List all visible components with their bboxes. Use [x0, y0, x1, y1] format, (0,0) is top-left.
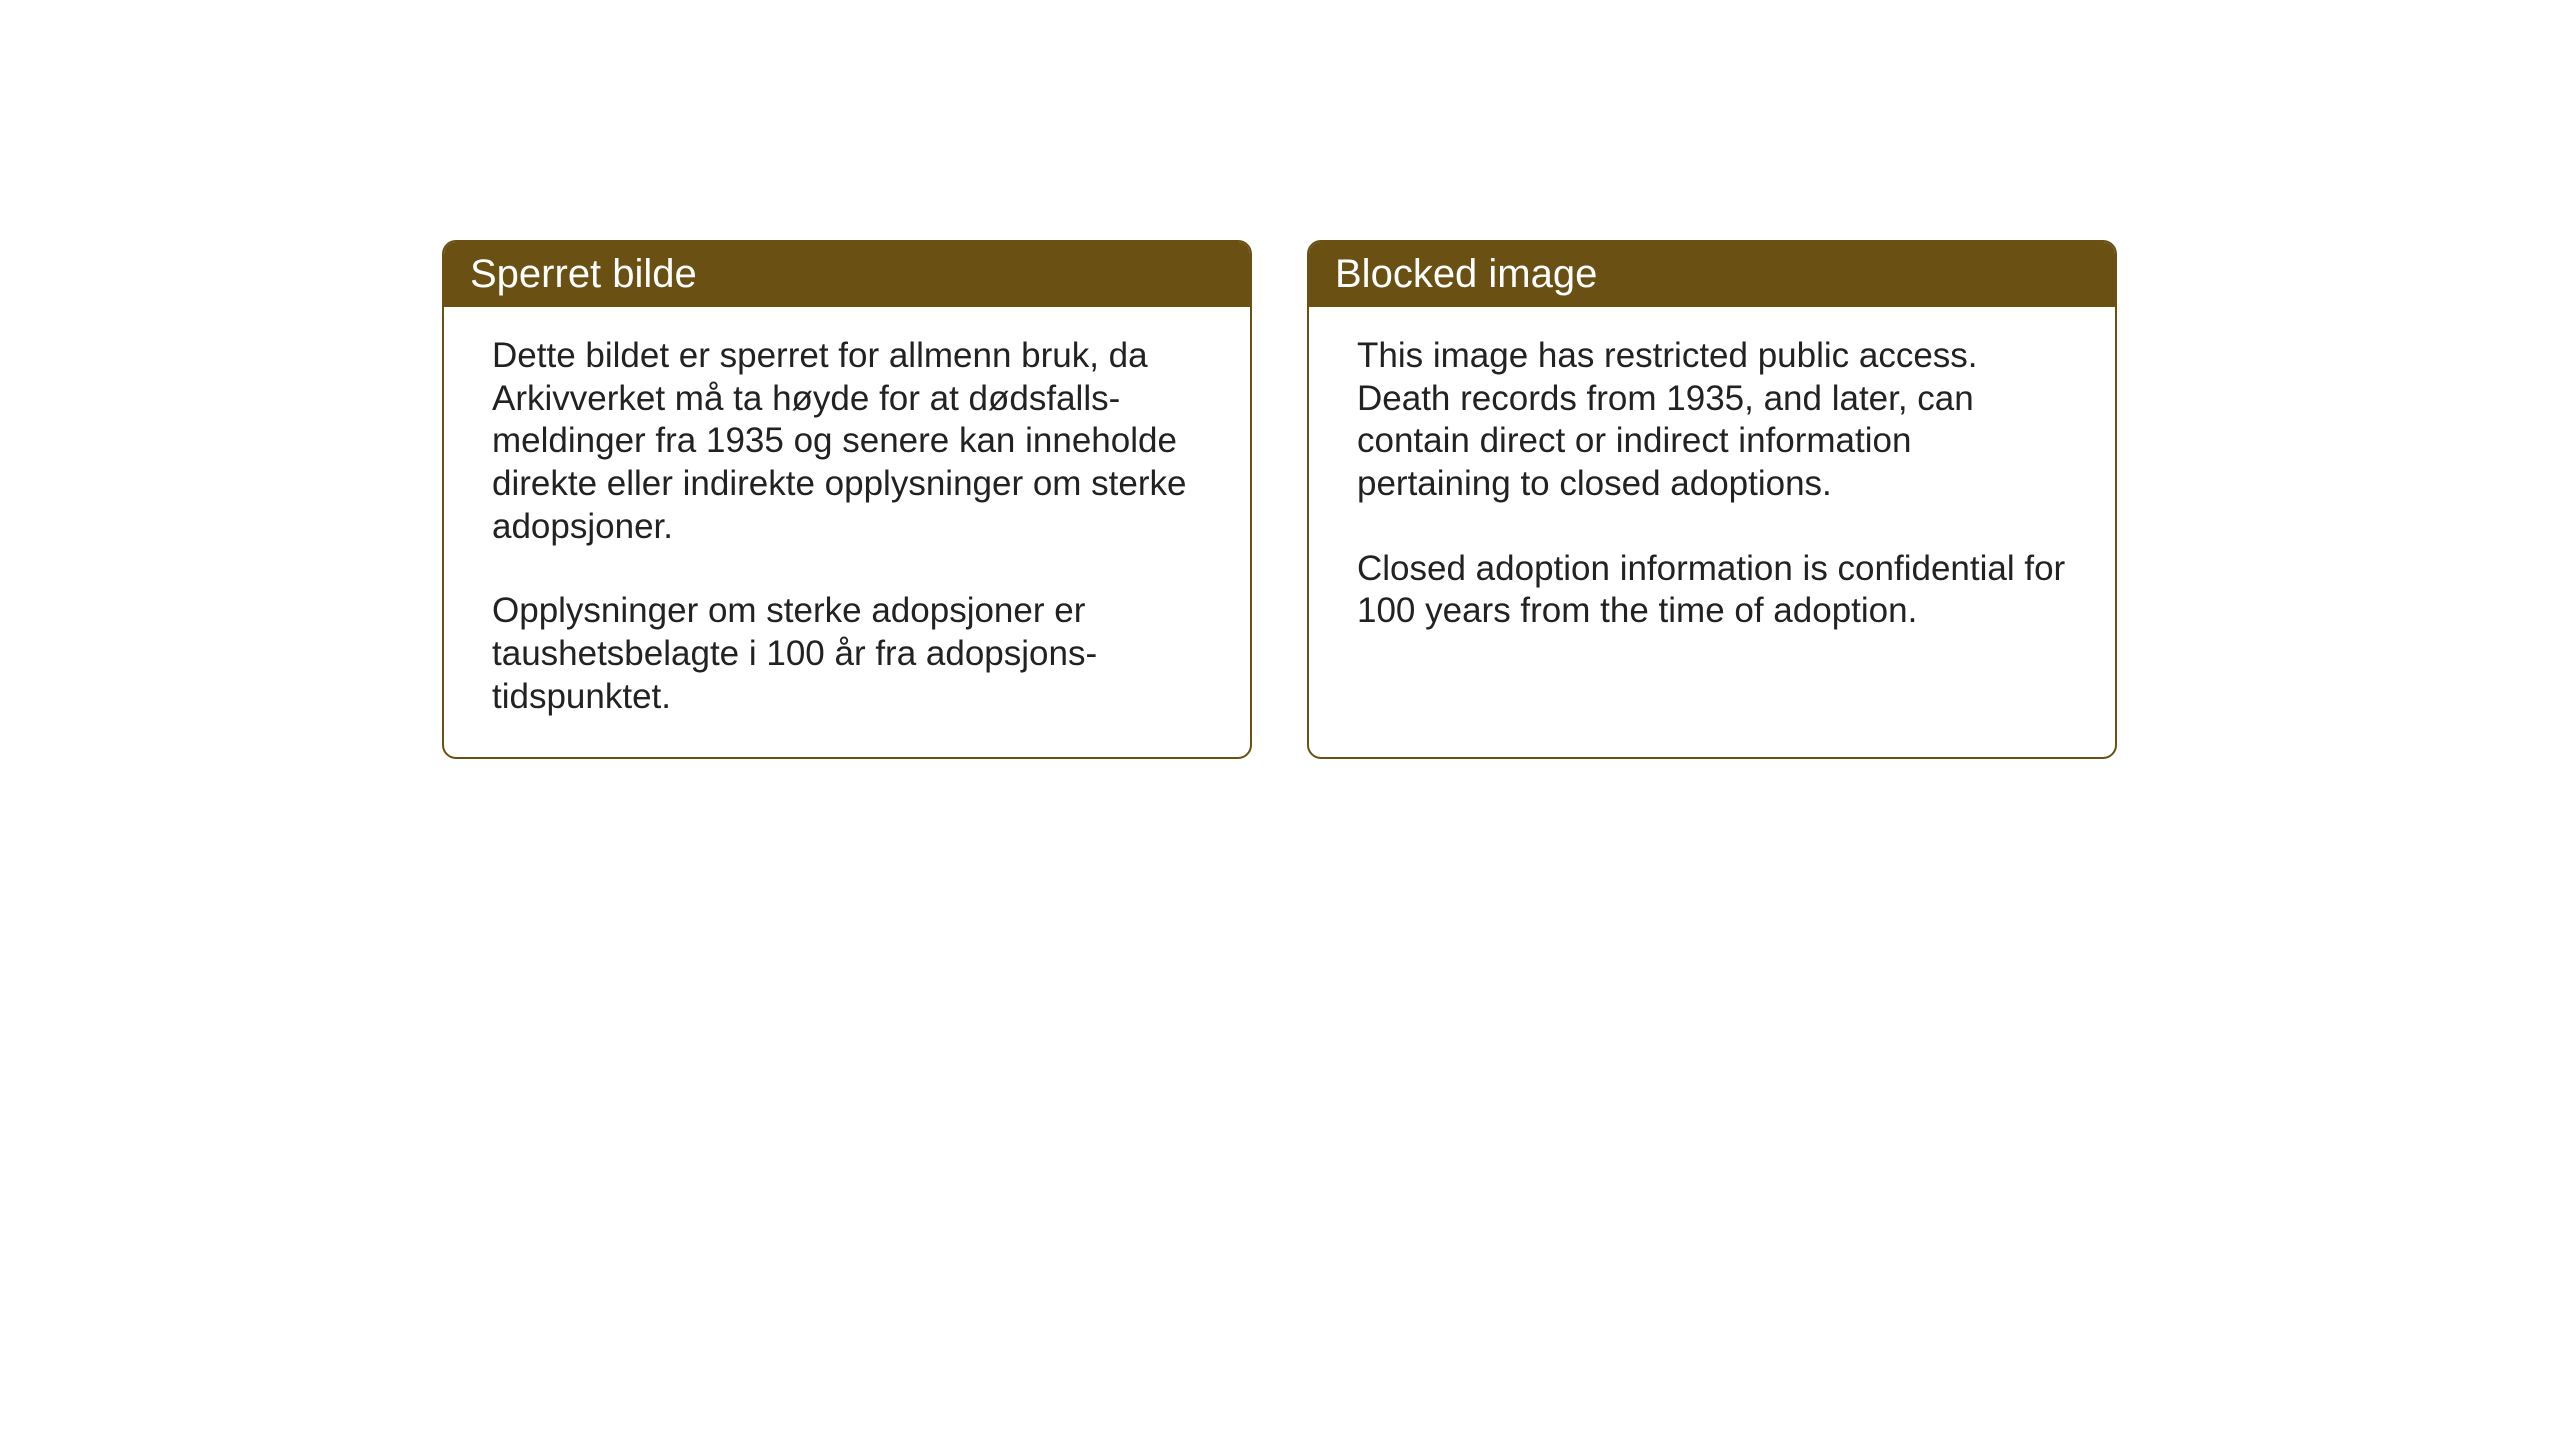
paragraph-2: Closed adoption information is confident…	[1357, 548, 2067, 633]
card-title: Sperret bilde	[470, 252, 697, 296]
card-body-norwegian: Dette bildet er sperret for allmenn bruk…	[444, 307, 1250, 757]
card-header-english: Blocked image	[1309, 242, 2115, 307]
card-header-norwegian: Sperret bilde	[444, 242, 1250, 307]
paragraph-1: Dette bildet er sperret for allmenn bruk…	[492, 335, 1202, 548]
card-title: Blocked image	[1335, 252, 1597, 296]
notice-container: Sperret bilde Dette bildet er sperret fo…	[442, 240, 2117, 759]
notice-card-norwegian: Sperret bilde Dette bildet er sperret fo…	[442, 240, 1252, 759]
notice-card-english: Blocked image This image has restricted …	[1307, 240, 2117, 759]
card-body-english: This image has restricted public access.…	[1309, 307, 2115, 671]
paragraph-2: Opplysninger om sterke adopsjoner er tau…	[492, 590, 1202, 718]
paragraph-1: This image has restricted public access.…	[1357, 335, 2067, 506]
